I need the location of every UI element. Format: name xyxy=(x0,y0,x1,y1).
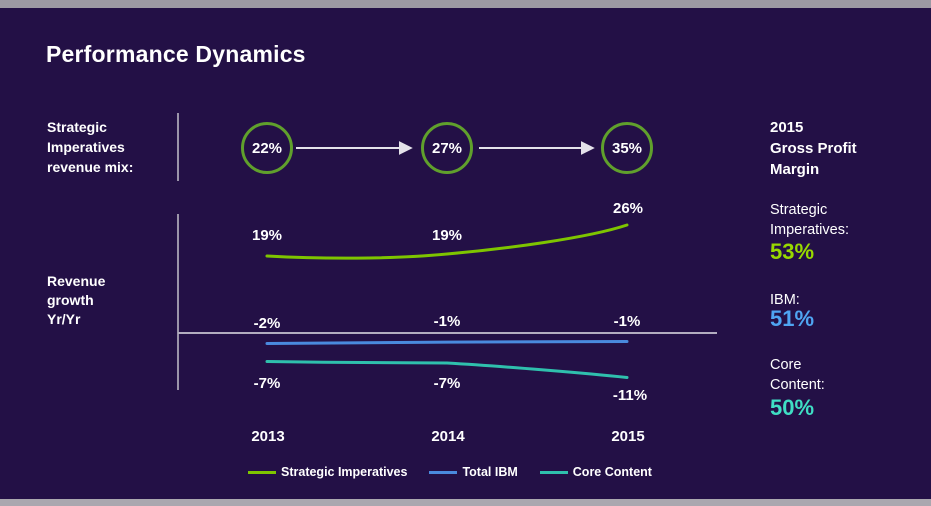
line-total-ibm xyxy=(265,340,629,345)
x-tick-2014: 2014 xyxy=(431,428,465,445)
legend-label: Total IBM xyxy=(462,465,518,479)
mix-value-2015: 35% xyxy=(611,139,643,157)
legend-item-core-content: Core Content xyxy=(539,465,652,479)
panel-value-ibm: 51% xyxy=(770,306,815,331)
point-label-si-2014: 19% xyxy=(431,227,463,244)
page-title: Performance Dynamics xyxy=(46,41,306,67)
point-label-si-2013: 19% xyxy=(251,227,283,244)
mix-circle-2013: 22% xyxy=(241,122,293,174)
legend-label: Core Content xyxy=(572,465,652,479)
y-axis-line xyxy=(177,214,179,390)
legend-item-total-ibm: Total IBM xyxy=(429,465,518,479)
point-label-core-2014: -7% xyxy=(433,375,461,392)
point-label-si-2015: 26% xyxy=(612,200,644,217)
panel-label-ibm: IBM: xyxy=(770,292,800,308)
mix-divider-line xyxy=(177,113,179,181)
mix-circle-2014: 27% xyxy=(421,122,473,174)
revenue-mix-label: Strategic Imperatives revenue mix: xyxy=(47,119,134,175)
legend-swatch-teal-icon xyxy=(539,470,568,474)
gross-profit-margin-heading: 2015 Gross Profit Margin xyxy=(770,119,857,178)
mix-value-2014: 27% xyxy=(431,139,463,157)
point-label-ibm-2014: -1% xyxy=(433,313,461,330)
x-tick-2013: 2013 xyxy=(251,428,285,445)
zero-baseline xyxy=(178,332,717,334)
panel-label-strategic-imperatives: Strategic Imperatives: xyxy=(770,202,849,238)
point-label-ibm-2013: -2% xyxy=(253,315,281,332)
window-bottom-bar xyxy=(0,499,931,506)
panel-label-core-content: Core Content: xyxy=(770,357,825,393)
point-label-core-2015: -11% xyxy=(612,387,648,404)
point-label-ibm-2015: -1% xyxy=(613,313,641,330)
mix-circle-2015: 35% xyxy=(601,122,653,174)
window-top-bar xyxy=(0,0,931,8)
panel-value-core-content: 50% xyxy=(770,395,815,420)
legend-item-strategic-imperatives: Strategic Imperatives xyxy=(248,465,407,479)
chart-legend: Strategic Imperatives Total IBM Core Con… xyxy=(248,465,652,479)
panel-value-strategic-imperatives: 53% xyxy=(770,239,815,264)
legend-label: Strategic Imperatives xyxy=(281,465,408,479)
mix-value-2013: 22% xyxy=(251,139,283,157)
growth-axis-label: Revenue growth Yr/Yr xyxy=(47,273,106,327)
legend-swatch-blue-icon xyxy=(429,470,458,474)
x-tick-2015: 2015 xyxy=(611,428,645,445)
point-label-core-2013: -7% xyxy=(253,375,281,392)
legend-swatch-green-icon xyxy=(248,470,276,474)
